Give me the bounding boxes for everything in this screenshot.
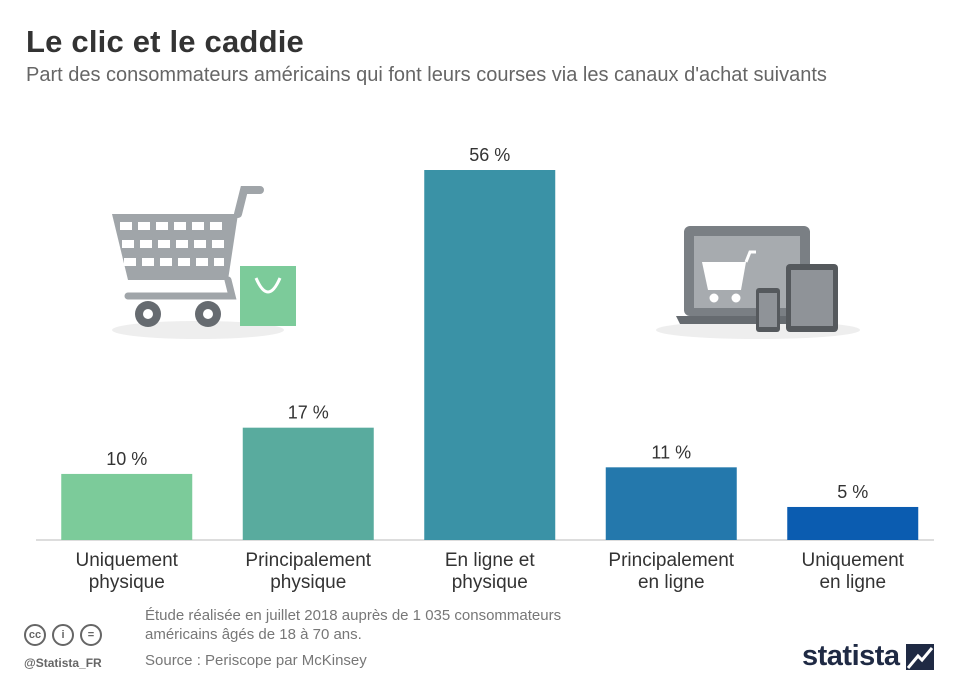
category-label-3: Principalement en ligne: [608, 550, 734, 593]
tablet-icon: [786, 264, 838, 332]
category-label-line: Principalement: [608, 550, 734, 571]
statista-logo-icon: [905, 643, 934, 670]
category-label-line: physique: [270, 572, 346, 593]
category-label-line: Principalement: [245, 550, 371, 571]
category-label-line: physique: [452, 572, 528, 593]
bar-4[interactable]: [787, 506, 919, 540]
bar-2[interactable]: [424, 170, 556, 540]
category-label-line: physique: [89, 572, 165, 593]
value-label-4: 5 %: [837, 482, 868, 502]
value-label-2: 56 %: [469, 145, 510, 165]
category-label-line: En ligne et: [445, 550, 536, 571]
source-note: Source : Periscope par McKinsey: [145, 652, 367, 669]
creative-commons-icon[interactable]: cc: [24, 624, 46, 646]
shopping-bag-icon: [240, 266, 296, 326]
smartphone-icon: [756, 288, 780, 332]
screen-cart-icon: [702, 250, 756, 303]
category-label-line: en ligne: [819, 572, 886, 593]
category-label-line: Uniquement: [802, 550, 905, 571]
value-label-0: 10 %: [106, 449, 147, 469]
brand-name: statista: [802, 640, 900, 672]
category-label-0: Uniquement physique: [76, 550, 179, 593]
category-label-line: en ligne: [638, 572, 705, 593]
footnote: Étude réalisée en juillet 2018 auprès de…: [145, 607, 562, 643]
category-label-line: Uniquement: [76, 550, 179, 571]
chart-title: Le clic et le caddie: [26, 24, 304, 59]
value-label-1: 17 %: [288, 403, 329, 423]
attribution-icon[interactable]: i: [52, 624, 74, 646]
license-icons: cc i =: [24, 624, 102, 646]
category-label-2: En ligne et physique: [445, 550, 536, 593]
statista-logo[interactable]: statista: [802, 640, 934, 673]
bar-3[interactable]: [605, 467, 737, 540]
category-label-4: Uniquement en ligne: [802, 550, 905, 593]
bar-1[interactable]: [242, 427, 374, 540]
value-label-3: 11 %: [651, 442, 691, 462]
social-handle[interactable]: @Statista_FR: [24, 656, 102, 670]
chart-subtitle: Part des consommateurs américains qui fo…: [26, 64, 827, 86]
no-derivatives-icon[interactable]: =: [80, 624, 102, 646]
category-label-1: Principalement physique: [245, 550, 371, 593]
bar-0[interactable]: [61, 473, 193, 540]
